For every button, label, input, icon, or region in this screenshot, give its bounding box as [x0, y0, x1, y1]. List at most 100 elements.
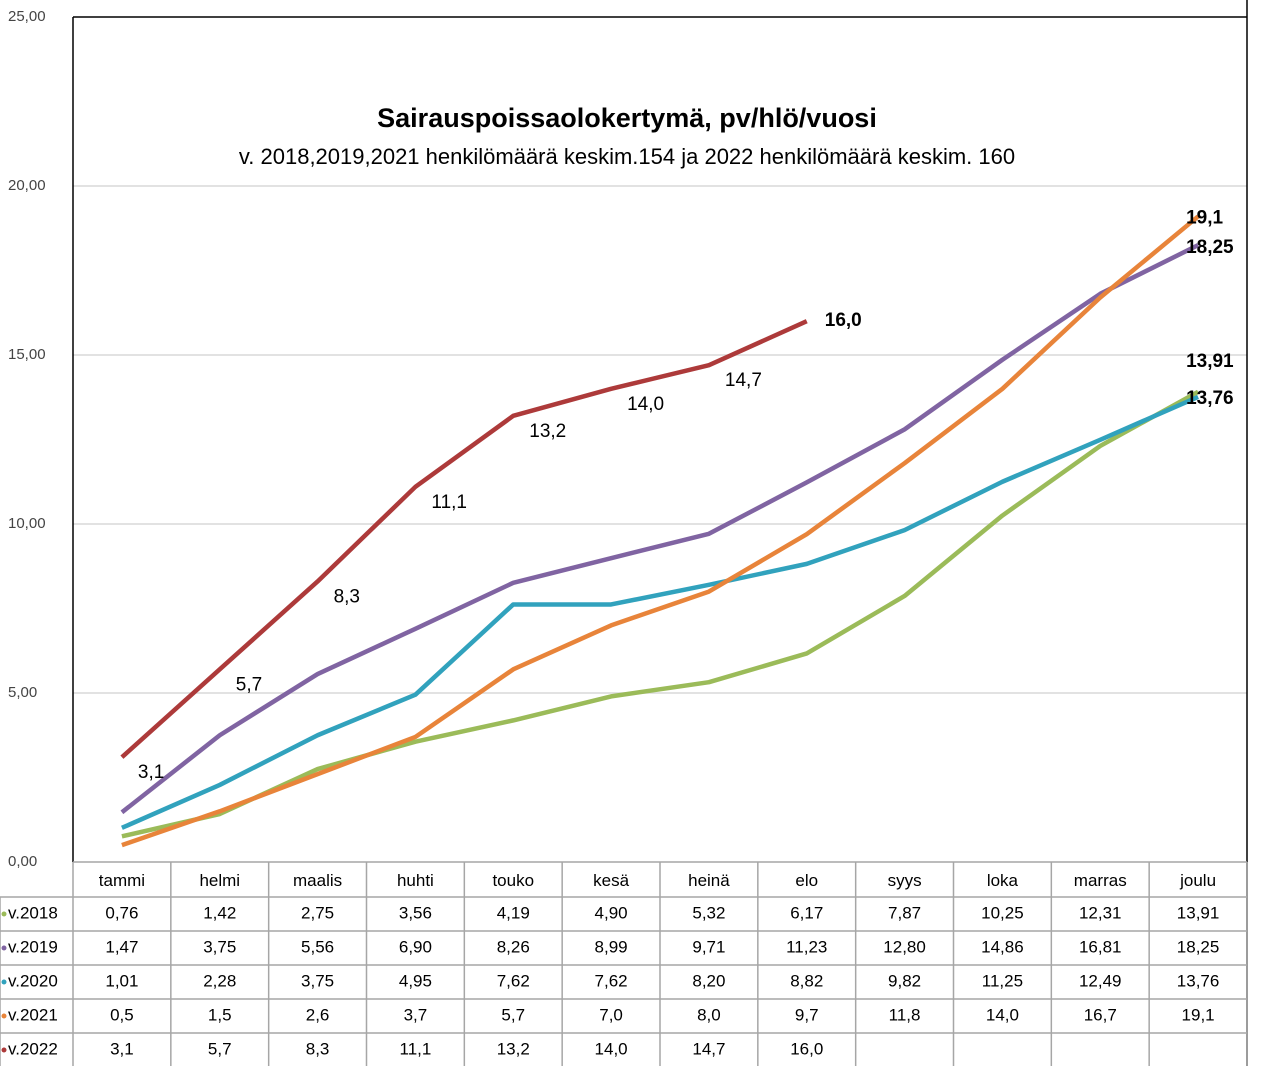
- table-cell: 19,1: [1182, 1005, 1215, 1024]
- table-cell: 7,62: [595, 971, 628, 990]
- table-cell: 18,25: [1177, 937, 1220, 956]
- table-cell: 12,49: [1079, 971, 1122, 990]
- series-line: [120, 243, 1200, 815]
- y-tick-label: 25,00: [8, 8, 46, 25]
- data-label: 3,1: [138, 762, 164, 783]
- table-cell: 9,82: [888, 971, 921, 990]
- x-tick-label: kesä: [593, 871, 629, 890]
- data-label: 16,0: [825, 310, 862, 331]
- table-cell: 8,99: [595, 937, 628, 956]
- x-tick-label: maalis: [293, 871, 342, 890]
- series-line: [121, 394, 1199, 830]
- table-cell: 12,80: [883, 937, 926, 956]
- series-line: [120, 319, 808, 759]
- data-label: 5,7: [236, 674, 262, 695]
- x-tick-label: marras: [1074, 871, 1127, 890]
- legend-key: [1, 1013, 7, 1019]
- table-cell: 6,90: [399, 937, 432, 956]
- table-cell: 3,7: [404, 1005, 428, 1024]
- table-cell: 11,8: [889, 1005, 921, 1024]
- table-cell: 10,25: [981, 903, 1024, 922]
- table-cell: 1,47: [105, 937, 138, 956]
- table-cell: 16,0: [790, 1039, 823, 1058]
- x-tick-label: tammi: [99, 871, 145, 890]
- x-tick-label: heinä: [688, 871, 730, 890]
- table-cell: 0,76: [105, 903, 138, 922]
- table-cell: 4,95: [399, 971, 432, 990]
- table-cell: 14,86: [981, 937, 1024, 956]
- table-cell: 13,2: [497, 1039, 530, 1058]
- legend-key: [1, 945, 7, 951]
- table-cell: 2,6: [306, 1005, 330, 1024]
- chart-subtitle: v. 2018,2019,2021 henkilömäärä keskim.15…: [239, 144, 1015, 169]
- data-label: 8,3: [334, 586, 360, 607]
- table-cell: 1,01: [105, 971, 138, 990]
- table-cell: 6,17: [790, 903, 823, 922]
- y-tick-label: 20,00: [8, 177, 46, 194]
- data-label: 19,1: [1186, 207, 1223, 228]
- x-tick-label: syys: [888, 871, 922, 890]
- table-cell: 5,56: [301, 937, 334, 956]
- table-cell: 5,7: [208, 1039, 232, 1058]
- table-cell: 11,25: [982, 971, 1023, 990]
- table-cell: 8,26: [497, 937, 530, 956]
- legend-label: v.2018: [8, 903, 58, 922]
- table-cell: 2,28: [203, 971, 236, 990]
- data-label: 13,91: [1186, 351, 1234, 372]
- legend-key: [1, 1047, 7, 1053]
- table-cell: 7,62: [497, 971, 530, 990]
- table-cell: 14,0: [986, 1005, 1019, 1024]
- table-cell: 5,32: [692, 903, 725, 922]
- table-cell: 9,7: [795, 1005, 819, 1024]
- table-cell: 4,90: [595, 903, 628, 922]
- table-cell: 8,3: [306, 1039, 330, 1058]
- table-cell: 11,23: [786, 937, 827, 956]
- table-cell: 12,31: [1079, 903, 1122, 922]
- table-cell: 0,5: [110, 1005, 134, 1024]
- table-cell: 16,7: [1084, 1005, 1117, 1024]
- table-cell: 13,76: [1177, 971, 1220, 990]
- table-cell: 3,75: [203, 937, 236, 956]
- table-cell: 8,20: [692, 971, 725, 990]
- x-tick-label: helmi: [199, 871, 240, 890]
- table-cell: 8,0: [697, 1005, 721, 1024]
- table-cell: 9,71: [692, 937, 725, 956]
- data-label: 13,2: [529, 421, 566, 442]
- y-tick-label: 15,00: [8, 346, 46, 363]
- series-line: [121, 389, 1200, 839]
- table-cell: 14,0: [595, 1039, 628, 1058]
- table-cell: 4,19: [497, 903, 530, 922]
- table-cell: 14,7: [692, 1039, 725, 1058]
- x-tick-label: loka: [987, 871, 1019, 890]
- table-cell: 7,87: [888, 903, 921, 922]
- legend-label: v.2022: [8, 1039, 58, 1058]
- data-label: 14,0: [627, 394, 664, 415]
- table-cell: 3,1: [110, 1039, 134, 1058]
- table-cell: 5,7: [501, 1005, 525, 1024]
- table-cell: 2,75: [301, 903, 334, 922]
- data-label: 14,7: [725, 370, 762, 391]
- series-line: [121, 214, 1200, 848]
- y-tick-label: 0,00: [8, 853, 37, 870]
- table-cell: 1,42: [203, 903, 236, 922]
- table-cell: 11,1: [400, 1039, 432, 1058]
- x-tick-label: touko: [492, 871, 534, 890]
- x-tick-label: huhti: [397, 871, 434, 890]
- data-label: 18,25: [1186, 237, 1234, 258]
- data-label: 13,76: [1186, 388, 1234, 409]
- table-cell: 13,91: [1177, 903, 1220, 922]
- chart-title: Sairauspoissaolokertymä, pv/hlö/vuosi: [377, 103, 877, 133]
- y-tick-label: 10,00: [8, 515, 46, 532]
- legend-label: v.2021: [8, 1005, 58, 1024]
- y-tick-label: 5,00: [8, 684, 37, 701]
- table-cell: 8,82: [790, 971, 823, 990]
- legend-key: [1, 979, 7, 985]
- table-cell: 16,81: [1079, 937, 1122, 956]
- table-cell: 7,0: [599, 1005, 623, 1024]
- x-tick-label: joulu: [1179, 871, 1216, 890]
- table-cell: 1,5: [208, 1005, 232, 1024]
- legend-label: v.2019: [8, 937, 58, 956]
- table-cell: 3,56: [399, 903, 432, 922]
- legend-key: [1, 911, 7, 917]
